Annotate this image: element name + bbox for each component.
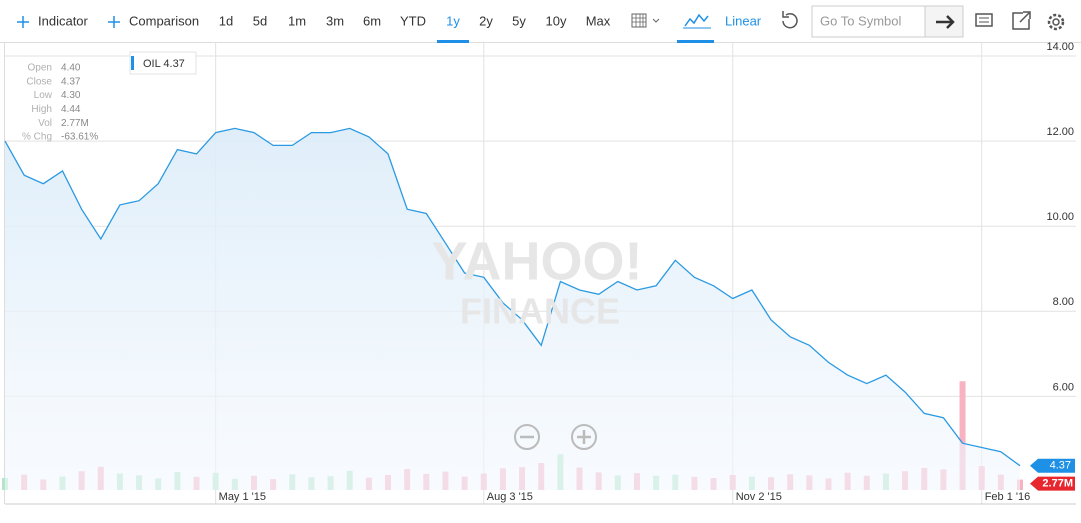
reset-button[interactable] — [782, 11, 798, 29]
x-tick-label: Nov 2 '15 — [736, 491, 782, 503]
symbol-placeholder: Go To Symbol — [820, 13, 902, 28]
zoom-out-icon — [514, 424, 540, 450]
range-button[interactable]: 2y — [479, 13, 493, 28]
plot: 6.00 8.00 10.00 12.00 14.00 May 1 '15 Aug 3 '1… — [2, 41, 1076, 505]
popout-icon — [1012, 11, 1031, 30]
watermark-text: YAHOO! — [431, 231, 642, 291]
scale-toggle[interactable]: Linear — [725, 13, 762, 28]
indicator-label: Indicator — [38, 13, 89, 28]
range-button[interactable]: YTD — [400, 13, 426, 28]
price-line — [4, 127, 1021, 467]
plus — [577, 430, 591, 444]
selected-indicator — [437, 40, 469, 43]
range-button[interactable]: 1m — [288, 13, 306, 28]
info-value: -63.61% — [61, 132, 98, 143]
legend-entry: OIL 4.37 — [143, 58, 185, 70]
y-tick-label: 10.00 — [1046, 211, 1074, 223]
print-lines — [979, 17, 989, 23]
y-tick-label: 12.00 — [1046, 126, 1074, 138]
watermark: YAHOO! FINANCE — [431, 231, 642, 331]
go-arrow — [936, 15, 955, 29]
legend: OIL 4.37 — [129, 51, 197, 75]
range-button[interactable]: 6m — [363, 13, 381, 28]
info-label: Low — [34, 90, 53, 101]
chart-type-icon — [684, 13, 709, 27]
add-comparison[interactable]: Comparison — [108, 13, 199, 28]
selected-indicator — [677, 40, 714, 43]
settings-button[interactable] — [1047, 13, 1065, 31]
reset-icon — [782, 13, 798, 29]
y-tick-label: 14.00 — [1046, 41, 1074, 53]
chart-type-button[interactable] — [677, 13, 714, 43]
info-label: Close — [26, 76, 52, 87]
legend-value: 4.37 — [163, 58, 184, 70]
print-icon — [975, 13, 993, 27]
y-tick-label: 6.00 — [1053, 381, 1074, 393]
info-value: 4.40 — [61, 63, 81, 74]
print-button[interactable] — [975, 13, 993, 27]
zoom-out[interactable] — [514, 424, 540, 450]
legend-box — [129, 51, 197, 75]
range-button[interactable]: 1y — [446, 13, 460, 28]
y-tick-label: 8.00 — [1053, 296, 1074, 308]
calendar-grid — [632, 14, 646, 27]
plus-icon — [17, 16, 29, 28]
symbol-input[interactable] — [811, 5, 926, 38]
x-tick-label: May 1 '15 — [219, 491, 266, 503]
range-button[interactable]: 10y — [546, 13, 567, 28]
info-label: Vol — [38, 118, 52, 129]
info-label: Open — [28, 63, 52, 74]
zoom-in-icon — [571, 424, 597, 450]
comparison-label: Comparison — [129, 13, 199, 28]
add-indicator[interactable]: Indicator — [17, 13, 89, 28]
volume-bar — [959, 381, 966, 490]
caret — [652, 18, 660, 23]
toolbar: Indicator Comparison Linear Go To Symbol — [0, 5, 1081, 43]
range-button[interactable]: 5y — [512, 13, 526, 28]
last-price-label: 4.37 — [1050, 460, 1071, 472]
range-button[interactable]: 3m — [326, 13, 344, 28]
calendar-icon — [631, 13, 647, 28]
range-button[interactable]: 5d — [253, 13, 267, 28]
last-volume-badge — [1030, 476, 1075, 491]
last-volume-label: 2.77M — [1042, 478, 1073, 490]
x-tick-label: Feb 1 '16 — [985, 491, 1031, 503]
gear-hub — [1052, 18, 1060, 26]
range-button[interactable]: Max — [586, 13, 611, 28]
reset-arrow — [782, 11, 789, 18]
info-panel: Open 4.40 Close 4.37 Low 4.30 High 4.44 Vol 2.77M… — [22, 63, 98, 143]
range-button[interactable]: 1d — [219, 13, 233, 28]
watermark-text: FINANCE — [460, 291, 620, 332]
last-price-badge — [1030, 458, 1075, 473]
info-label: High — [31, 104, 52, 115]
info-value: 4.30 — [61, 90, 81, 101]
zoom-in[interactable] — [571, 424, 597, 450]
legend-name: OIL — [143, 58, 161, 70]
gear-teeth — [1047, 13, 1065, 31]
price-area — [5, 128, 1020, 490]
info-value: 2.77M — [61, 118, 89, 129]
legend-swatch — [131, 56, 134, 70]
popout-button[interactable] — [1012, 11, 1031, 30]
calendar-button[interactable] — [631, 13, 660, 28]
plus-icon — [108, 16, 120, 28]
go-button[interactable] — [924, 5, 964, 38]
x-tick-label: Aug 3 '15 — [487, 491, 533, 503]
info-label: % Chg — [22, 132, 52, 143]
info-value: 4.37 — [61, 76, 81, 87]
info-value: 4.44 — [61, 104, 81, 115]
